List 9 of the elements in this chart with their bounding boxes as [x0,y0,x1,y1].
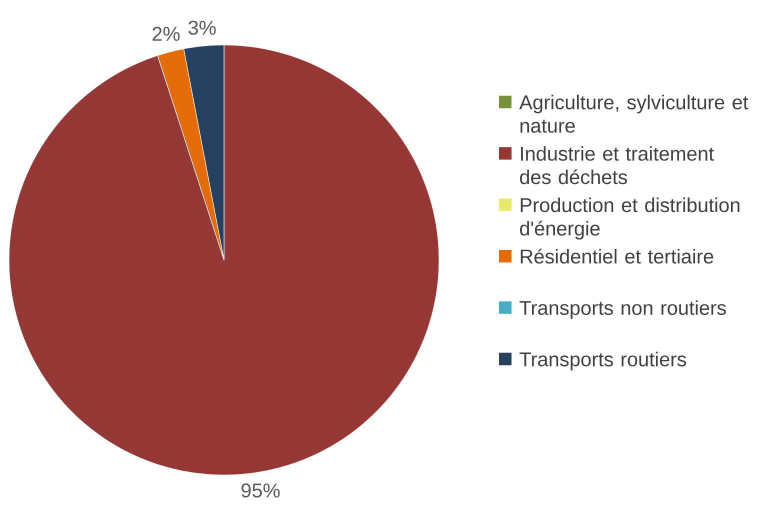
legend-label: Production et distribution d'énergie [520,198,740,240]
legend-label: Agriculture, sylviculture et nature [519,94,748,133]
legend-label: Transports non routiers [520,300,726,319]
legend-label: Industrie et traitement des déchets [520,146,714,184]
legend-label: Transports routiers [520,352,686,370]
data-label: 95% [242,483,280,498]
legend-label: Résidentiel et tertiaire [520,248,714,264]
data-label: 2% [152,26,180,41]
data-label: 3% [188,20,216,35]
